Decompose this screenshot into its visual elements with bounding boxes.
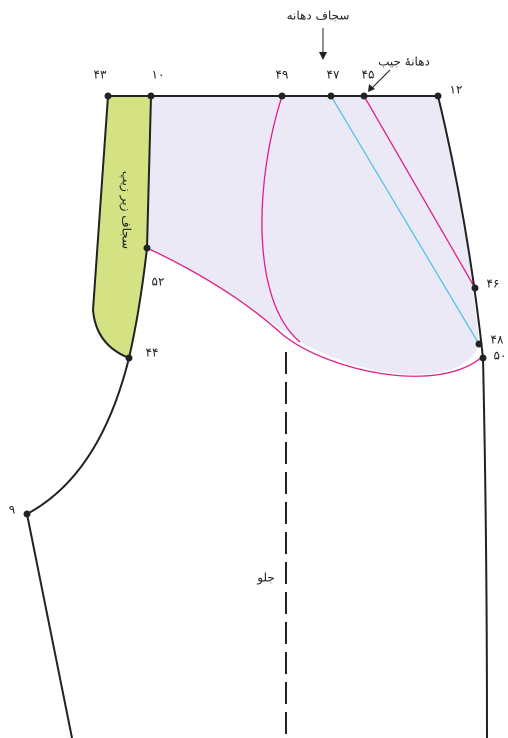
arrow <box>371 69 391 89</box>
node-label: ۱۲ <box>450 83 463 97</box>
label: سجاف زیر زیپ <box>119 171 134 249</box>
node-label: ۴۷ <box>327 68 340 82</box>
label: جلو <box>256 571 275 586</box>
crotch-line <box>25 357 130 738</box>
point <box>278 92 286 100</box>
point <box>125 354 133 362</box>
point <box>475 340 483 348</box>
node-label: ۴۹ <box>276 68 289 82</box>
node-label: ۹ <box>9 503 15 517</box>
label: دهانهٔ جیب <box>378 55 430 69</box>
node-label: ۴۳ <box>94 68 107 82</box>
pocket-bag-line <box>146 247 484 377</box>
node-label: ۵۲ <box>152 275 165 289</box>
point <box>327 92 335 100</box>
point <box>479 354 487 362</box>
pocket-line <box>363 95 476 289</box>
point <box>104 92 112 100</box>
facing-line <box>330 95 480 345</box>
point <box>147 92 155 100</box>
node-label: ۴۶ <box>487 277 500 291</box>
pocket-area <box>147 96 479 375</box>
point <box>471 284 479 292</box>
point <box>23 510 31 518</box>
node-label: ۴۵ <box>362 68 375 82</box>
zip-facing <box>91 95 153 360</box>
point <box>143 244 151 252</box>
label: سجاف دهانه <box>287 9 350 23</box>
points <box>23 92 487 518</box>
pocket-curve <box>261 95 301 343</box>
node-label: ۴۴ <box>146 346 159 360</box>
arrow-head <box>368 84 375 92</box>
node-label: ۱۰ <box>152 68 165 82</box>
point <box>360 92 368 100</box>
point <box>434 92 442 100</box>
node-label: ۵۰ <box>494 349 507 363</box>
arrow-head <box>319 52 327 60</box>
node-label: ۴۸ <box>491 333 504 347</box>
